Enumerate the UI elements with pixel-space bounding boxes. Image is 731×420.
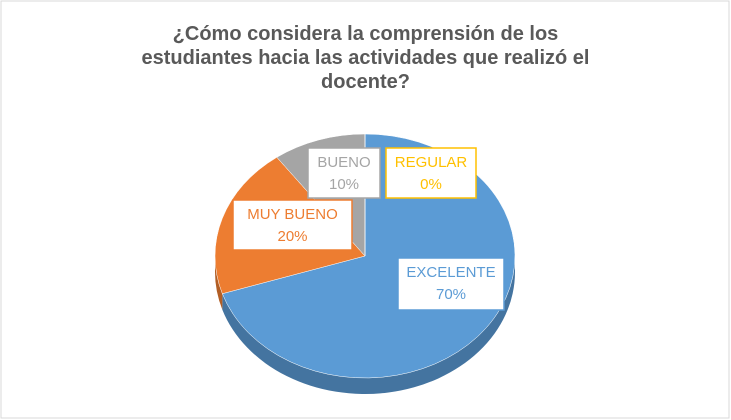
data-label-value: 20% [277, 228, 307, 245]
data-label-category: BUENO [317, 154, 370, 171]
data-label-category: MUY BUENO [247, 206, 338, 223]
data-label-box [307, 147, 381, 199]
data-label-category: EXCELENTE [406, 264, 495, 281]
data-label-value: 0% [420, 176, 442, 193]
data-label-value: 10% [329, 176, 359, 193]
data-label-value: 70% [436, 286, 466, 303]
data-label-box [232, 199, 353, 251]
chart-title: ¿Cómo considera la comprensión de los es… [141, 23, 590, 93]
data-label-box [397, 257, 505, 311]
data-label-box [385, 147, 477, 199]
data-label-category: REGULAR [395, 154, 468, 171]
